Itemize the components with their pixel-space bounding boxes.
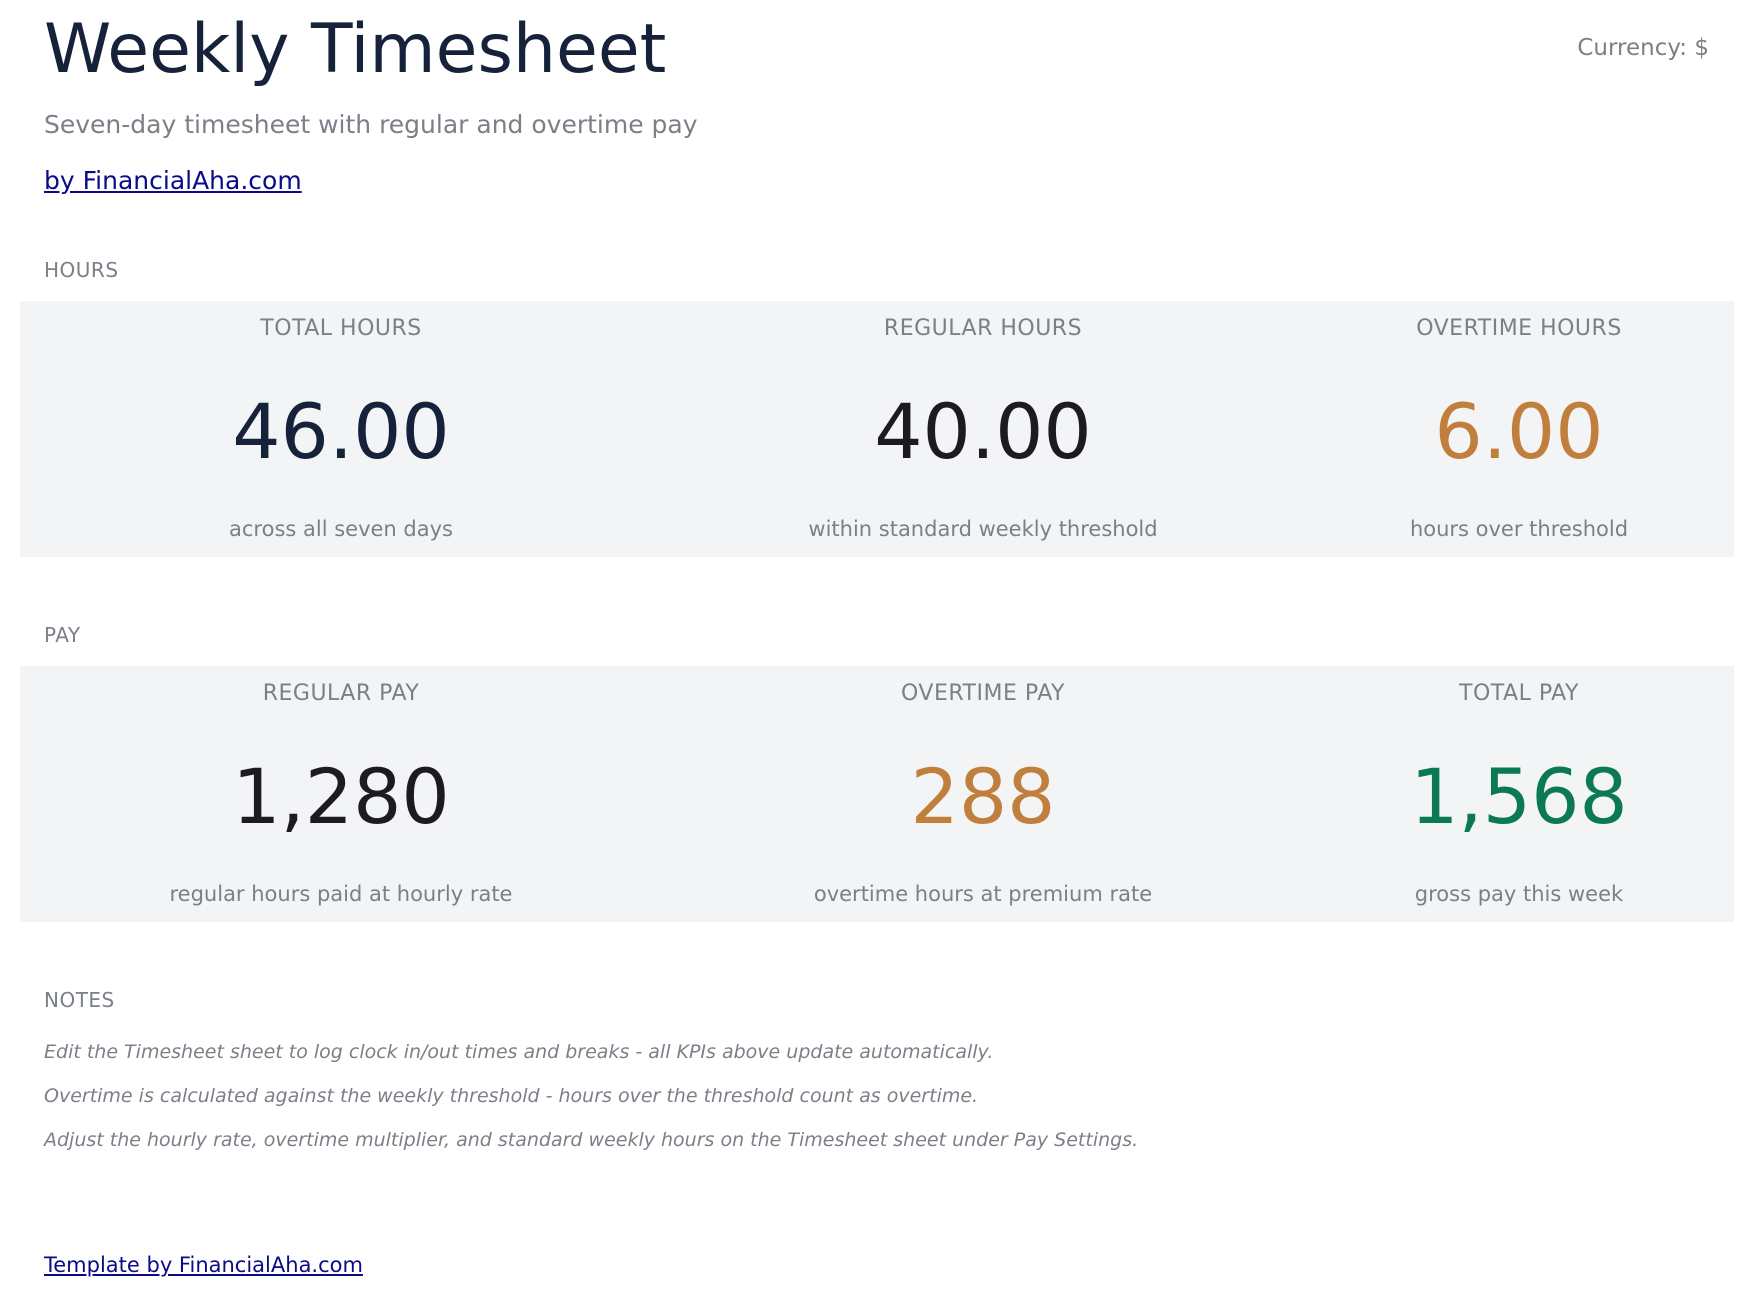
pay-kpi-panel: REGULAR PAY 1,280 regular hours paid at … [20,666,1734,922]
kpi-label: REGULAR HOURS [883,316,1083,341]
kpi-value: 6.00 [1434,387,1604,476]
total-pay-card: TOTAL PAY 1,568 gross pay this week [1304,666,1734,922]
kpi-label: OVERTIME PAY [900,681,1065,706]
pay-section-label: PAY [44,623,81,647]
kpi-label: TOTAL HOURS [260,316,422,341]
note-item: Edit the Timesheet sheet to log clock in… [44,1041,994,1063]
overtime-hours-card: OVERTIME HOURS 6.00 hours over threshold [1304,301,1734,557]
page-title: Weekly Timesheet [44,10,667,89]
kpi-label: TOTAL PAY [1459,681,1579,706]
note-item: Overtime is calculated against the weekl… [44,1085,979,1107]
kpi-subtext: within standard weekly threshold [808,517,1158,541]
kpi-subtext: hours over threshold [1409,517,1629,541]
currency-label: Currency: $ [1577,35,1709,61]
notes-section-label: NOTES [44,988,115,1012]
footer-template-link[interactable]: Template by FinancialAha.com [44,1253,363,1277]
byline-link[interactable]: by FinancialAha.com [44,166,302,195]
kpi-subtext: across all seven days [229,517,453,541]
kpi-subtext: overtime hours at premium rate [813,882,1153,906]
kpi-value: 1,568 [1410,752,1628,841]
page-subtitle: Seven-day timesheet with regular and ove… [44,110,698,139]
hours-section-label: HOURS [44,258,119,282]
kpi-subtext: regular hours paid at hourly rate [169,882,513,906]
total-hours-card: TOTAL HOURS 46.00 across all seven days [20,301,662,557]
hours-kpi-panel: TOTAL HOURS 46.00 across all seven days … [20,301,1734,557]
kpi-value: 1,280 [232,752,450,841]
kpi-label: OVERTIME HOURS [1416,316,1622,341]
kpi-value: 46.00 [232,387,450,476]
note-item: Adjust the hourly rate, overtime multipl… [44,1129,1139,1151]
regular-pay-card: REGULAR PAY 1,280 regular hours paid at … [20,666,662,922]
kpi-subtext: gross pay this week [1414,882,1624,906]
kpi-value: 40.00 [874,387,1092,476]
overtime-pay-card: OVERTIME PAY 288 overtime hours at premi… [662,666,1304,922]
regular-hours-card: REGULAR HOURS 40.00 within standard week… [662,301,1304,557]
kpi-label: REGULAR PAY [262,681,420,706]
kpi-value: 288 [910,752,1056,841]
